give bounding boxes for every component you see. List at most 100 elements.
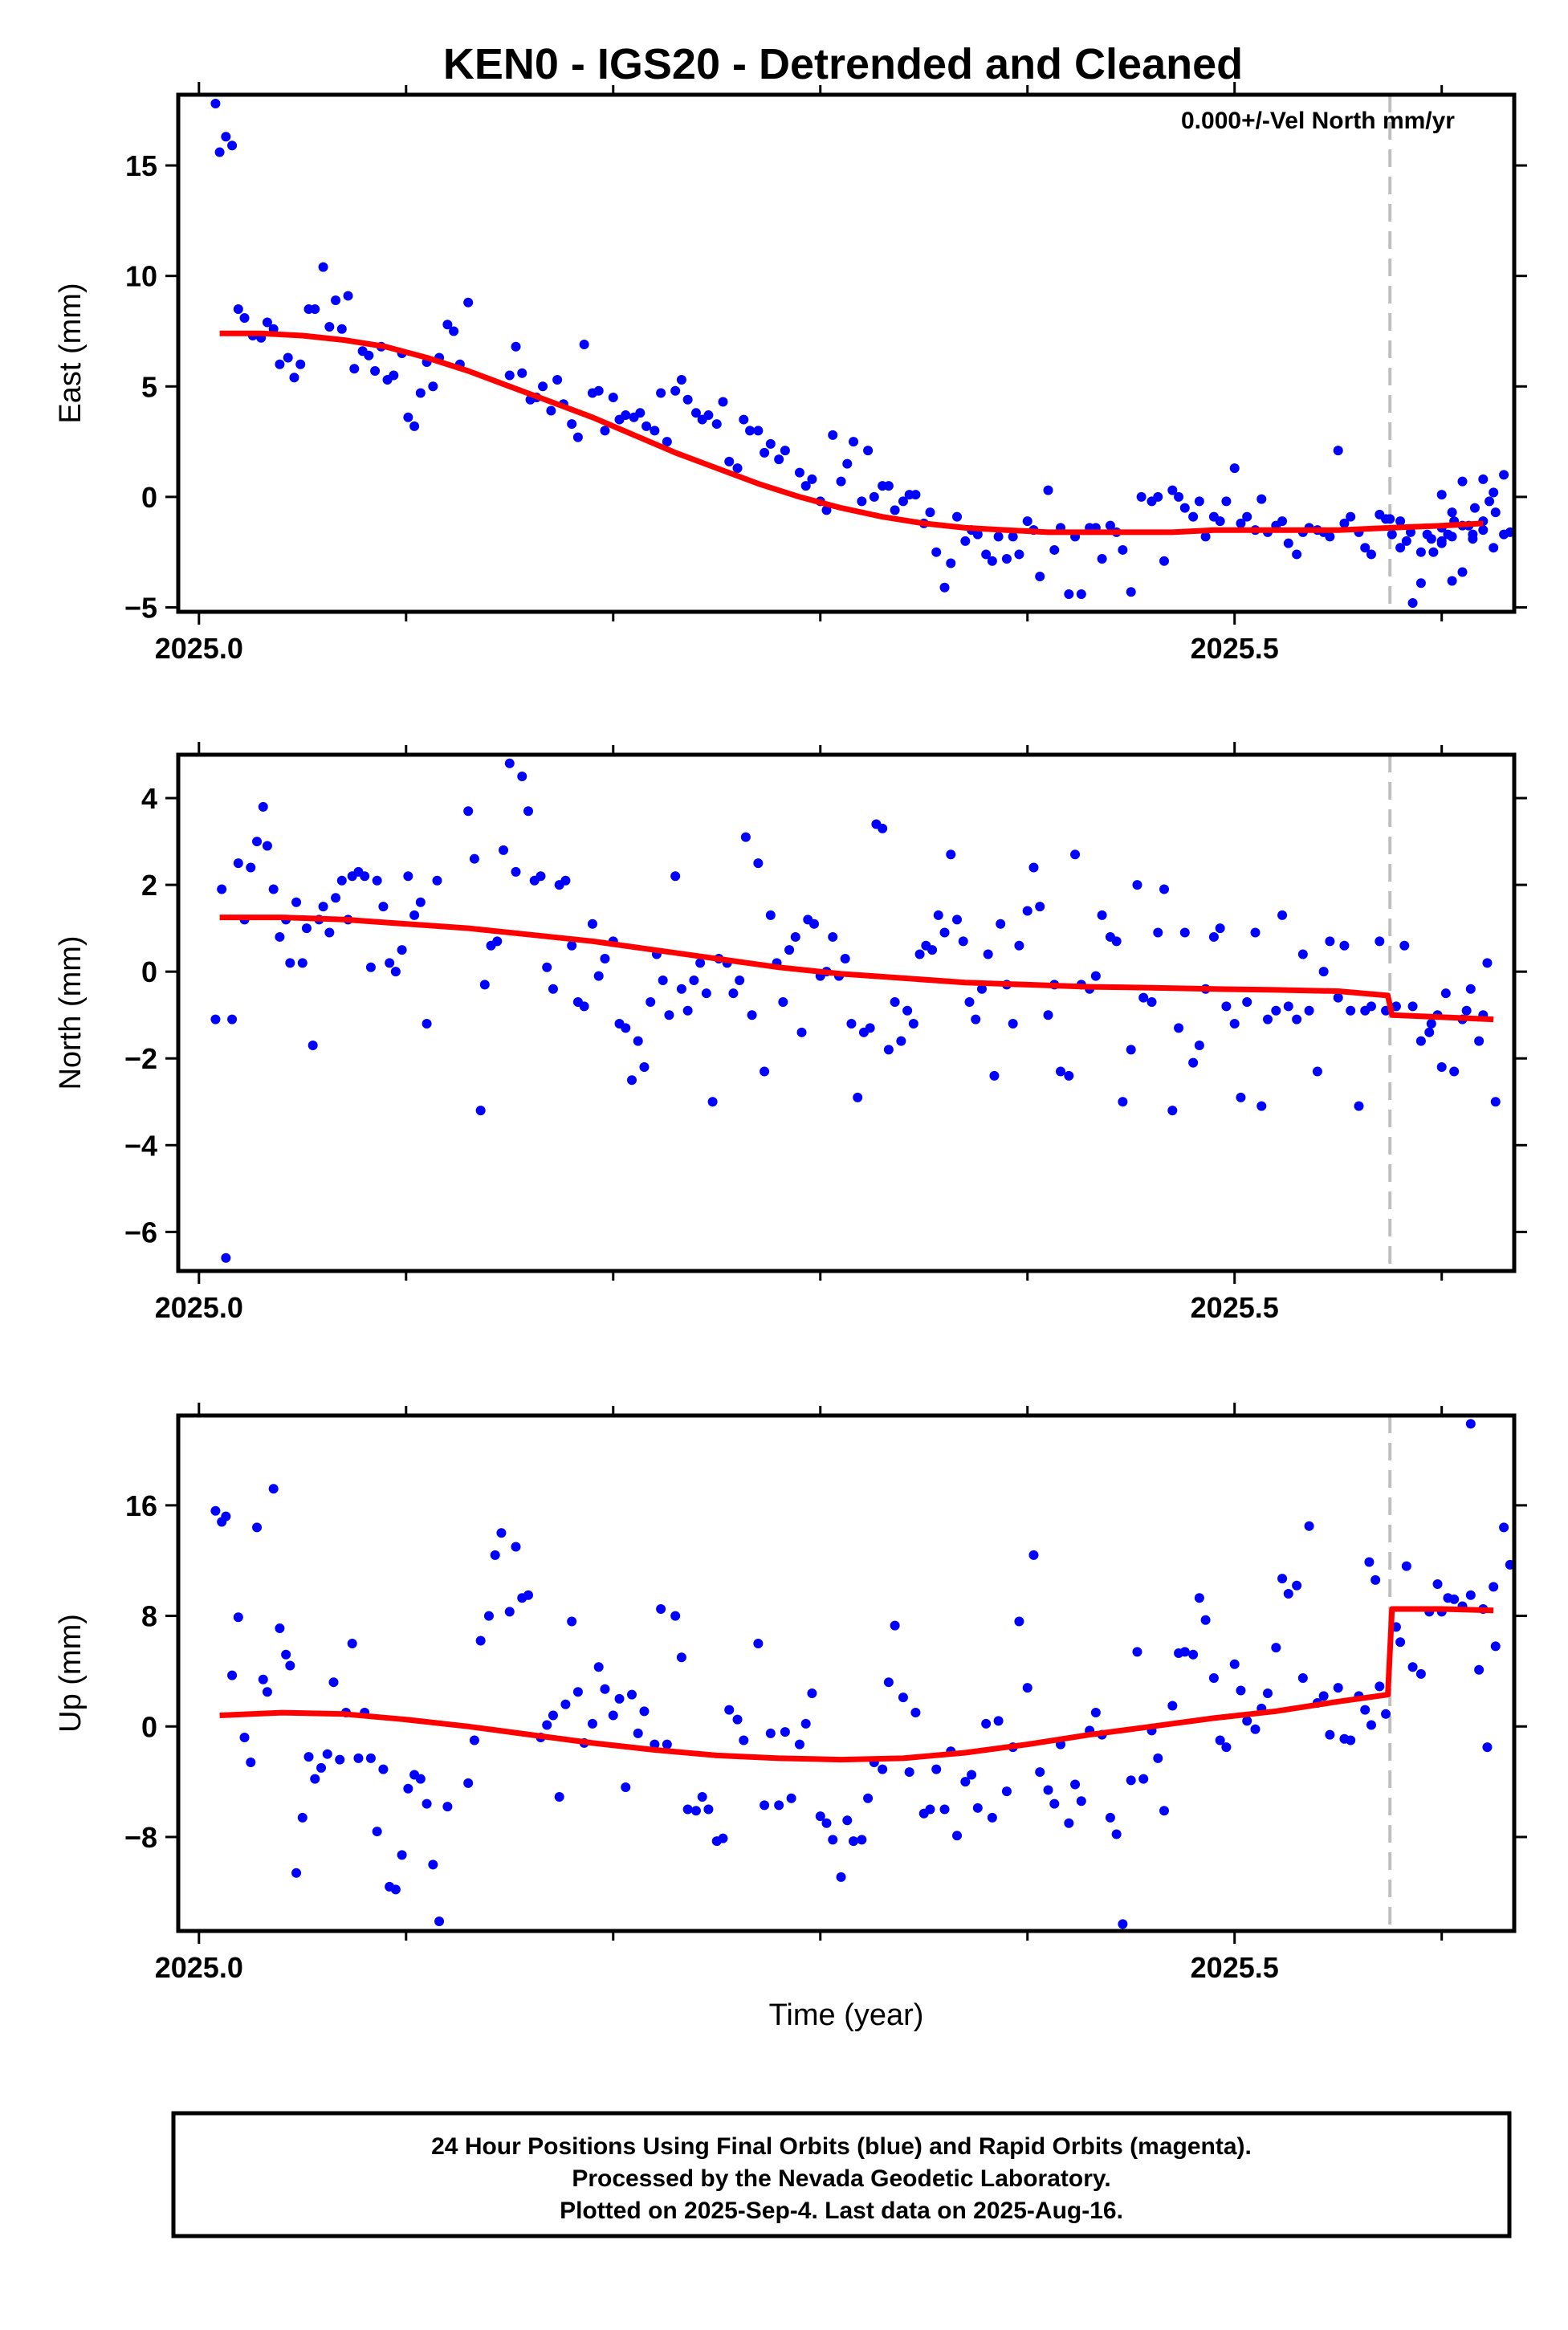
east-data-point	[890, 505, 900, 515]
north-data-point	[210, 1014, 221, 1024]
north-data-point	[1194, 1041, 1204, 1051]
north-data-point	[1014, 940, 1024, 951]
east-data-point	[504, 370, 515, 381]
up-data-point	[780, 1727, 790, 1737]
east-data-point	[794, 467, 804, 478]
east-data-point	[318, 262, 328, 272]
east-data-point	[774, 454, 784, 465]
north-plot-area	[178, 755, 1514, 1271]
up-data-point	[1070, 1779, 1081, 1790]
north-data-point	[621, 1023, 631, 1033]
up-data-point	[1105, 1812, 1115, 1823]
east-data-point	[324, 321, 335, 332]
north-ytick-label-4: 2	[141, 869, 157, 902]
north-data-point	[927, 945, 938, 955]
up-data-point	[682, 1804, 693, 1815]
north-data-point	[1126, 1045, 1136, 1055]
east-data-point	[765, 438, 776, 449]
east-xtick-label-1: 2025.5	[1191, 632, 1279, 665]
north-data-point	[707, 1097, 718, 1107]
east-data-point	[370, 366, 381, 377]
up-data-point	[1271, 1643, 1281, 1653]
north-data-point	[1283, 1001, 1293, 1012]
north-data-point	[1440, 988, 1451, 999]
north-data-point	[828, 931, 838, 942]
north-data-point	[1097, 910, 1107, 920]
up-ytick-label-2: 8	[141, 1600, 157, 1633]
east-data-point	[1415, 547, 1426, 557]
east-data-point	[1008, 532, 1018, 542]
east-data-point	[295, 359, 306, 369]
up-data-point	[1407, 1662, 1418, 1672]
up-data-point	[676, 1652, 686, 1663]
up-data-point	[1370, 1574, 1381, 1585]
up-data-point	[1401, 1561, 1411, 1571]
north-data-point	[504, 758, 515, 768]
up-data-point	[303, 1752, 314, 1762]
up-data-point	[939, 1804, 950, 1815]
up-data-point	[1200, 1615, 1211, 1625]
up-data-point	[656, 1603, 666, 1614]
east-data-point	[650, 426, 660, 436]
north-data-point	[1153, 927, 1163, 938]
up-data-point	[1346, 1735, 1356, 1745]
up-data-point	[239, 1733, 250, 1743]
up-data-point	[372, 1827, 382, 1837]
north-data-point	[1215, 923, 1225, 934]
east-data-point	[946, 558, 956, 568]
up-data-point	[1229, 1659, 1240, 1669]
north-data-point	[511, 866, 521, 877]
footer-line-3: Plotted on 2025-Sep-4. Last data on 2025…	[560, 2198, 1123, 2224]
up-data-point	[836, 1872, 846, 1882]
up-data-point	[650, 1739, 660, 1750]
up-data-point	[621, 1782, 631, 1792]
north-data-point	[463, 806, 474, 817]
east-data-point	[1022, 516, 1032, 527]
east-data-point	[343, 291, 353, 301]
north-ylabel: North (mm)	[54, 935, 88, 1090]
north-data-point	[365, 962, 376, 972]
up-data-point	[1049, 1798, 1060, 1809]
east-data-point	[1153, 491, 1163, 502]
north-data-point	[1304, 1005, 1314, 1016]
up-data-point	[1167, 1701, 1178, 1711]
up-data-point	[1277, 1574, 1288, 1584]
north-data-point	[252, 837, 263, 847]
up-data-point	[316, 1762, 327, 1773]
up-data-point	[275, 1623, 285, 1634]
east-data-point	[1447, 532, 1457, 542]
north-data-point	[233, 858, 243, 869]
north-data-point	[983, 949, 993, 959]
up-data-point	[608, 1710, 618, 1721]
up-data-point	[662, 1739, 672, 1750]
north-data-point	[735, 975, 745, 985]
north-data-point	[390, 967, 401, 977]
up-data-point	[1395, 1637, 1406, 1648]
north-data-point	[946, 849, 956, 860]
up-data-point	[1014, 1616, 1024, 1627]
up-data-point	[878, 1764, 888, 1774]
north-data-point	[1318, 967, 1329, 977]
up-data-point	[560, 1699, 571, 1709]
north-data-point	[933, 910, 943, 920]
up-data-point	[1432, 1578, 1443, 1589]
north-data-point	[523, 806, 533, 817]
north-data-point	[865, 1023, 875, 1033]
east-data-point	[1387, 529, 1397, 540]
up-data-point	[898, 1693, 908, 1703]
north-data-point	[600, 953, 610, 963]
east-data-point	[1395, 516, 1406, 527]
east-data-point	[403, 412, 413, 422]
east-data-point	[1366, 549, 1376, 560]
east-data-point	[608, 393, 618, 403]
up-plot-area	[178, 1416, 1514, 1931]
east-data-point	[1447, 576, 1457, 586]
up-data-point	[1043, 1785, 1053, 1795]
north-data-point	[1312, 1066, 1322, 1077]
north-data-point	[324, 927, 335, 938]
north-data-point	[753, 858, 764, 869]
north-data-point	[548, 984, 558, 994]
east-data-point	[1469, 503, 1480, 513]
east-data-point	[336, 324, 347, 334]
north-data-point	[492, 936, 503, 947]
